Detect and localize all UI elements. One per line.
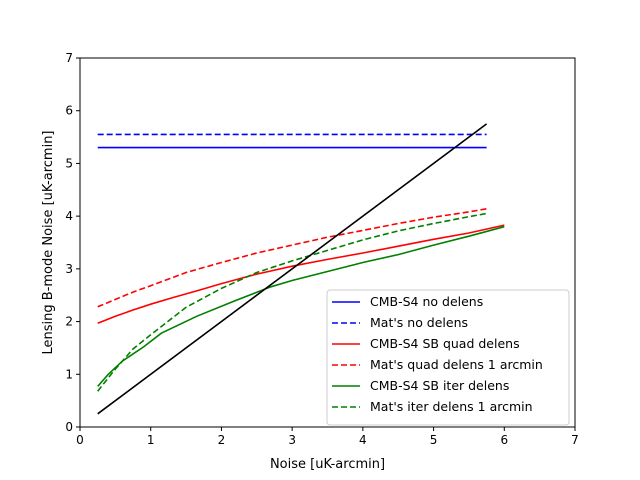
series-line-3 bbox=[97, 208, 487, 308]
series-line-6 bbox=[97, 123, 488, 415]
y-tick-label: 0 bbox=[65, 420, 73, 434]
y-tick-label: 2 bbox=[65, 315, 73, 329]
legend: CMB-S4 no delens Mat's no delens CMB-S4 SB… bbox=[326, 289, 570, 426]
y-tick-label: 6 bbox=[65, 104, 73, 118]
legend-entry: CMB-S4 SB iter delens bbox=[370, 378, 509, 393]
x-axis-label: Noise [uK-arcmin] bbox=[270, 457, 385, 472]
x-tick-label: 5 bbox=[430, 433, 438, 447]
legend-entry: Mat's iter delens 1 arcmin bbox=[370, 399, 533, 414]
y-axis-label: Lensing B-mode Noise [uK-arcmin] bbox=[41, 131, 56, 355]
y-tick-label: 4 bbox=[65, 209, 73, 223]
axes: 0 1 2 3 4 5 6 7 0 1 2 3 4 5 6 7 bbox=[65, 51, 578, 447]
legend-entry: CMB-S4 SB quad delens bbox=[370, 336, 520, 351]
plot-frame bbox=[79, 57, 576, 428]
legend-entry: Mat's no delens bbox=[370, 315, 468, 330]
x-tick-label: 3 bbox=[288, 433, 296, 447]
y-tick-label: 3 bbox=[65, 262, 73, 276]
y-tick-label: 7 bbox=[65, 51, 73, 65]
x-tick-label: 0 bbox=[76, 433, 84, 447]
legend-box bbox=[326, 289, 570, 426]
series-line-2 bbox=[97, 224, 505, 324]
x-tick-label: 6 bbox=[500, 433, 508, 447]
series-line-4 bbox=[97, 225, 505, 387]
x-tick-label: 2 bbox=[218, 433, 226, 447]
series-line-5 bbox=[97, 212, 487, 392]
x-tick-label: 7 bbox=[571, 433, 579, 447]
legend-entry: Mat's quad delens 1 arcmin bbox=[370, 357, 543, 372]
y-tick-label: 5 bbox=[65, 156, 73, 170]
y-tick-label: 1 bbox=[65, 367, 73, 381]
legend-entry: CMB-S4 no delens bbox=[370, 294, 483, 309]
plot-area bbox=[97, 123, 505, 415]
x-tick-label: 1 bbox=[147, 433, 155, 447]
x-tick-label: 4 bbox=[359, 433, 367, 447]
